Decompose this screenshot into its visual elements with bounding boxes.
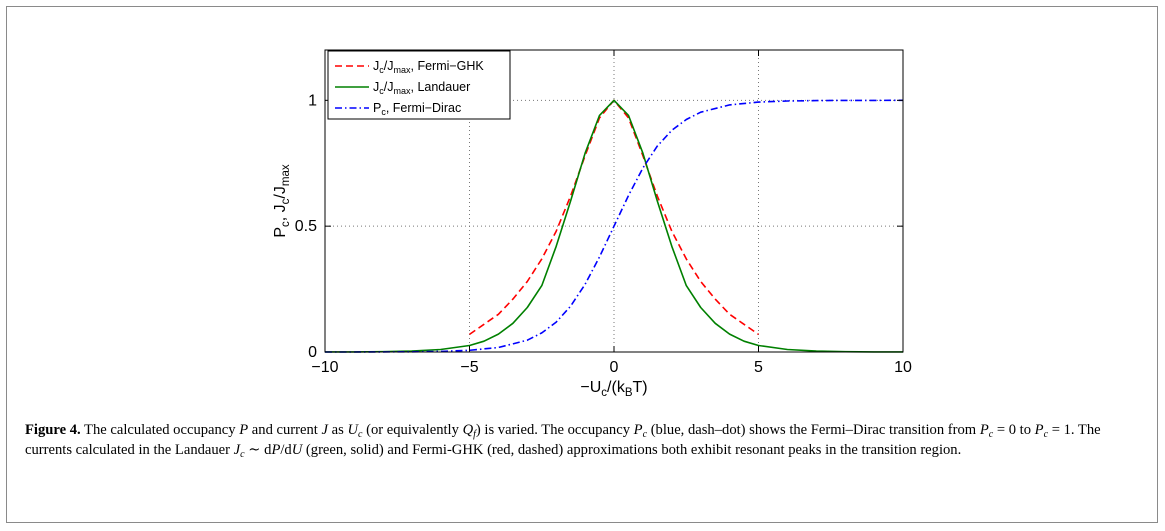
figure-frame: −10 −5 0 5 10 0 0.5 1 −Uc/(kBT) Pc, Jc/Jmax Jc/… <box>6 6 1158 523</box>
series-fermi_dirac-line <box>325 99 904 353</box>
y-tick-label: 0.5 <box>295 218 317 235</box>
legend-label-fermi_dirac: Pc, Fermi−Dirac <box>373 101 461 117</box>
legend-box <box>327 50 511 120</box>
legend: Jc/Jmax, Fermi−GHK Jc/Jmax, Landauer Pc, F… <box>327 50 511 120</box>
line-chart: −10 −5 0 5 10 0 0.5 1 −Uc/(kBT) Pc, Jc/Jmax Jc/… <box>272 49 912 399</box>
series-lines <box>325 99 904 353</box>
x-tick-label: 0 <box>610 359 619 376</box>
series-landauer-line <box>325 99 903 353</box>
series-fermi_ghk-line <box>469 99 759 336</box>
axis-ticks: −10 −5 0 5 10 0 0.5 1 <box>295 50 912 376</box>
x-tick-label: −5 <box>460 359 478 376</box>
x-axis-label: −Uc/(kBT) <box>580 379 647 399</box>
y-tick-label: 1 <box>308 92 317 109</box>
figure-caption: Figure 4. The calculated occupancy P and… <box>25 420 1135 460</box>
legend-label-fermi_ghk: Jc/Jmax, Fermi−GHK <box>373 59 484 75</box>
x-tick-label: 5 <box>754 359 763 376</box>
y-tick-label: 0 <box>308 344 317 361</box>
legend-label-landauer: Jc/Jmax, Landauer <box>373 80 470 96</box>
caption-text: The calculated occupancy P and current J… <box>25 422 1101 460</box>
x-tick-label: 10 <box>894 359 912 376</box>
x-tick-label: −10 <box>311 359 338 376</box>
caption-label: Figure 4. <box>25 422 81 438</box>
y-axis-label: Pc, Jc/Jmax <box>272 164 292 238</box>
